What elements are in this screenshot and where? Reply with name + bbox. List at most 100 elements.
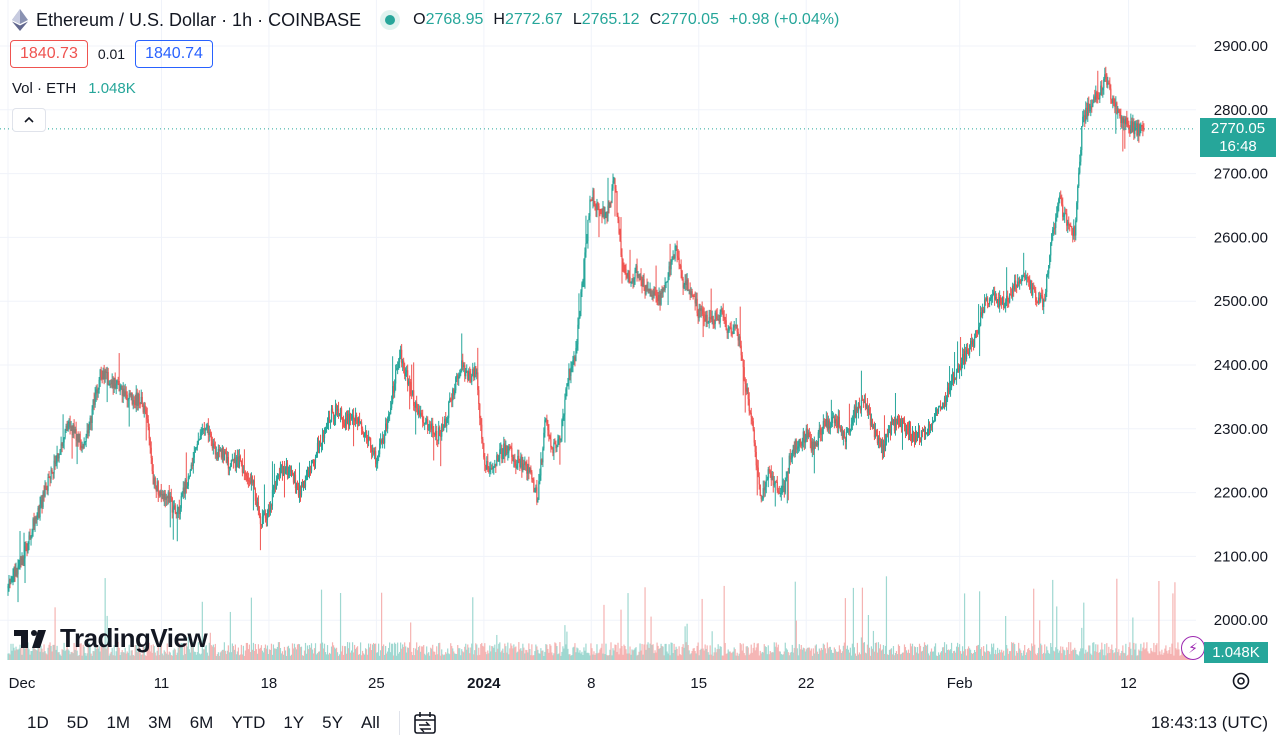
volume-bar: [270, 643, 273, 660]
candle-body: [368, 437, 371, 439]
volume-bar: [300, 646, 303, 660]
volume-bar: [564, 625, 566, 660]
candle-body: [924, 433, 927, 439]
candle-body: [790, 458, 792, 460]
volume-bar: [482, 645, 484, 660]
candle-body: [309, 465, 312, 472]
candle-body: [1113, 97, 1115, 106]
symbol-title[interactable]: Ethereum / U.S. Dollar · 1h · COINBASE: [36, 9, 362, 30]
candle-body: [998, 299, 1000, 308]
candle-body: [152, 471, 154, 485]
range-all[interactable]: All: [360, 713, 380, 732]
candle-body: [735, 324, 737, 326]
volume-bar: [97, 648, 99, 660]
volume-bar: [1018, 642, 1020, 660]
volume-bar: [1118, 649, 1120, 660]
candle-body: [948, 390, 951, 393]
range-ytd[interactable]: YTD: [231, 713, 266, 732]
candle-body: [333, 417, 336, 420]
range-5d[interactable]: 5D: [66, 713, 89, 732]
volume-bar: [130, 650, 132, 660]
x-tick-label: 18: [261, 675, 278, 692]
collapse-legend-button[interactable]: [12, 108, 46, 132]
volume-bar: [916, 646, 919, 660]
candle-body: [458, 377, 460, 379]
volume-bar: [145, 655, 147, 660]
volume-bar: [256, 653, 259, 660]
candle-body: [1139, 126, 1141, 136]
candle-body: [983, 309, 985, 313]
range-6m[interactable]: 6M: [189, 713, 214, 732]
candle-body: [1123, 119, 1125, 124]
candle-body: [259, 515, 262, 525]
candle-body: [1051, 233, 1053, 243]
candle-body: [1095, 92, 1097, 100]
range-1d[interactable]: 1D: [27, 713, 49, 732]
volume-bar: [489, 645, 491, 660]
lightning-icon[interactable]: ⚡: [1181, 636, 1205, 660]
volume-bar: [30, 651, 32, 660]
settings-icon[interactable]: [1230, 670, 1252, 692]
volume-bar: [1170, 653, 1172, 660]
volume-bar: [362, 653, 365, 660]
candle-body: [653, 291, 655, 297]
candle-body: [873, 425, 876, 438]
volume-bar: [642, 654, 644, 660]
volume-bar: [68, 650, 70, 660]
candlesticks: [7, 66, 1145, 603]
candle-body: [393, 386, 395, 393]
candle-body: [351, 415, 354, 418]
volume-bar: [627, 593, 629, 660]
volume-bar: [825, 653, 827, 660]
candle-body: [201, 428, 203, 433]
volume-bar: [752, 647, 754, 660]
toolbar-divider: [398, 711, 400, 735]
volume-bar: [22, 644, 24, 660]
volume-bar: [32, 645, 34, 660]
volume-bar: [415, 648, 417, 660]
candle-body: [886, 434, 889, 436]
candle-body: [952, 373, 955, 382]
candle-body: [807, 432, 809, 438]
range-1y[interactable]: 1Y: [283, 713, 305, 732]
buy-button[interactable]: 1840.74: [135, 40, 213, 68]
range-3m[interactable]: 3M: [148, 713, 172, 732]
candle-body: [896, 416, 899, 424]
range-5y[interactable]: 5Y: [322, 713, 343, 732]
candle-body: [588, 216, 590, 220]
candle-body: [996, 297, 998, 303]
volume-bar: [136, 652, 138, 660]
volume-bar: [854, 653, 856, 660]
volume-bar: [293, 643, 296, 660]
utc-clock[interactable]: 18:43:13 (UTC): [1150, 713, 1268, 732]
sell-button[interactable]: 1840.73: [10, 40, 88, 68]
candle-body: [298, 490, 301, 496]
volume-bar: [43, 644, 45, 660]
volume-bar: [275, 648, 278, 660]
volume-bar: [935, 655, 938, 660]
volume-bar: [984, 651, 986, 660]
volume-bar: [1132, 617, 1134, 660]
volume-bar: [174, 649, 176, 660]
range-1m[interactable]: 1M: [106, 713, 131, 732]
volume-bar: [966, 648, 969, 660]
volume-bar: [366, 654, 369, 660]
candle-body: [525, 461, 527, 467]
candle-body: [912, 432, 915, 439]
candle-body: [39, 504, 41, 518]
go-to-date-icon[interactable]: [412, 710, 438, 736]
volume-bar: [672, 653, 674, 660]
volume-bar: [910, 646, 913, 660]
candle-body: [825, 418, 827, 426]
candle-body: [83, 442, 85, 448]
volume-bar: [285, 655, 288, 660]
tradingview-logo[interactable]: TradingView: [14, 623, 208, 654]
candle-body: [548, 430, 550, 437]
candle-body: [316, 442, 319, 453]
volume-bar: [430, 647, 432, 660]
candle-body: [449, 398, 451, 403]
volume-bar: [63, 642, 65, 660]
candle-body: [462, 360, 464, 367]
candle-body: [262, 514, 265, 517]
